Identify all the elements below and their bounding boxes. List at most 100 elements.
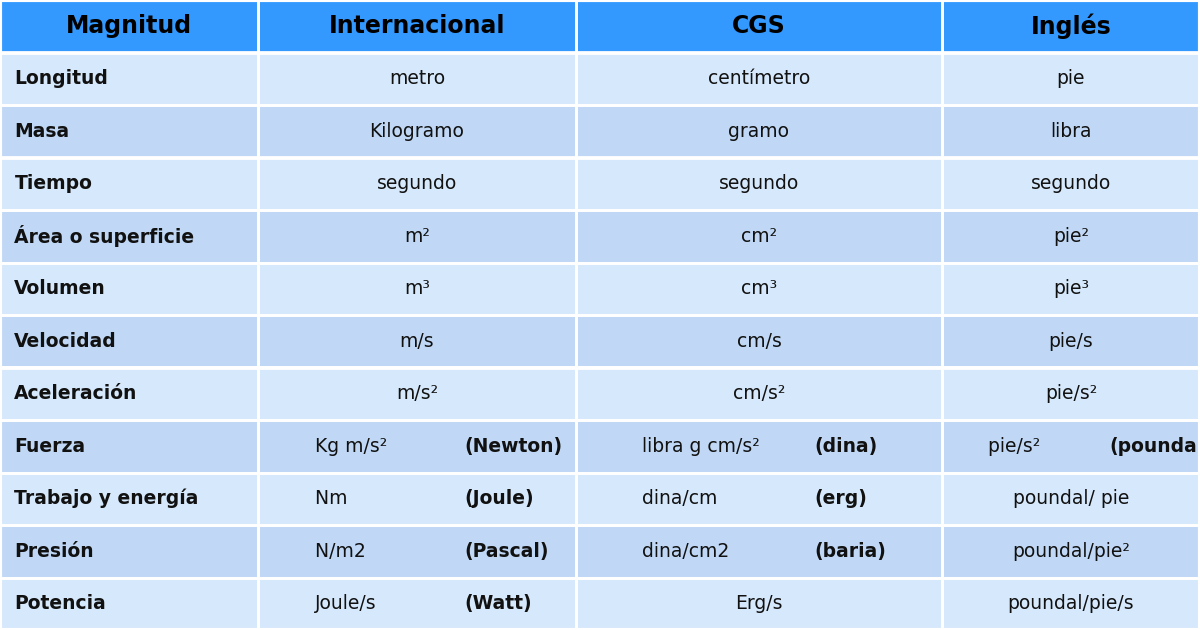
Text: (Newton): (Newton) [464, 437, 563, 455]
Text: Nm: Nm [316, 490, 396, 508]
Text: centímetro: centímetro [708, 69, 810, 88]
Bar [258, 263, 576, 315]
Text: cm²: cm² [740, 227, 778, 246]
Bar [942, 315, 1200, 367]
Text: Magnitud: Magnitud [66, 14, 192, 38]
Text: Volumen: Volumen [14, 279, 106, 298]
Bar [942, 367, 1200, 420]
Bar [942, 52, 1200, 105]
Bar [942, 525, 1200, 578]
Text: gramo: gramo [728, 122, 790, 140]
Bar [258, 578, 576, 630]
Text: Longitud: Longitud [14, 69, 108, 88]
Text: Velocidad: Velocidad [14, 332, 118, 351]
Text: pie: pie [1057, 69, 1085, 88]
Bar [258, 525, 576, 578]
Bar [258, 0, 576, 52]
Text: N/m2: N/m2 [316, 542, 402, 561]
Bar [942, 0, 1200, 52]
Text: Masa: Masa [14, 122, 70, 140]
Text: Kilogramo: Kilogramo [370, 122, 464, 140]
Text: poundal/pie/s: poundal/pie/s [1008, 594, 1134, 613]
Text: libra: libra [1050, 122, 1092, 140]
Text: cm³: cm³ [740, 279, 778, 298]
Bar [576, 52, 942, 105]
Text: Inglés: Inglés [1031, 13, 1111, 39]
Bar [576, 315, 942, 367]
Bar [576, 158, 942, 210]
Bar [0, 472, 258, 525]
Text: Potencia: Potencia [14, 594, 106, 613]
Bar [576, 578, 942, 630]
Bar [942, 420, 1200, 472]
Text: segundo: segundo [377, 175, 457, 193]
Text: (Joule): (Joule) [464, 490, 534, 508]
Bar [0, 158, 258, 210]
Text: cm/s²: cm/s² [733, 384, 785, 403]
Text: pie³: pie³ [1052, 279, 1090, 298]
Text: pie/s²: pie/s² [989, 437, 1058, 455]
Bar [576, 367, 942, 420]
Text: Trabajo y energía: Trabajo y energía [14, 489, 199, 508]
Bar [0, 367, 258, 420]
Bar [942, 578, 1200, 630]
Bar [258, 315, 576, 367]
Bar [258, 52, 576, 105]
Text: pie/s²: pie/s² [1045, 384, 1097, 403]
Text: (poundal): (poundal) [1110, 437, 1200, 455]
Text: (baria): (baria) [814, 542, 886, 561]
Text: m/s: m/s [400, 332, 434, 351]
Text: pie/s: pie/s [1049, 332, 1093, 351]
Text: poundal/pie²: poundal/pie² [1012, 542, 1130, 561]
Text: Presión: Presión [14, 542, 94, 561]
Text: m²: m² [404, 227, 430, 246]
Bar [0, 52, 258, 105]
Text: Kg m/s²: Kg m/s² [316, 437, 400, 455]
Bar [258, 367, 576, 420]
Text: Fuerza: Fuerza [14, 437, 85, 455]
Bar [576, 472, 942, 525]
Text: dina/cm: dina/cm [642, 490, 754, 508]
Bar [258, 420, 576, 472]
Bar [258, 210, 576, 263]
Text: libra g cm/s²: libra g cm/s² [642, 437, 766, 455]
Text: m/s²: m/s² [396, 384, 438, 403]
Text: cm/s: cm/s [737, 332, 781, 351]
Bar [942, 472, 1200, 525]
Bar [0, 0, 258, 52]
Bar [0, 420, 258, 472]
Text: m³: m³ [404, 279, 430, 298]
Bar [942, 158, 1200, 210]
Bar [942, 105, 1200, 158]
Bar [576, 0, 942, 52]
Text: dina/cm2: dina/cm2 [642, 542, 748, 561]
Text: Tiempo: Tiempo [14, 175, 92, 193]
Text: (Watt): (Watt) [464, 594, 533, 613]
Bar [576, 263, 942, 315]
Bar [258, 472, 576, 525]
Text: (dina): (dina) [814, 437, 877, 455]
Bar [942, 263, 1200, 315]
Text: (erg): (erg) [814, 490, 866, 508]
Bar [576, 105, 942, 158]
Bar [0, 105, 258, 158]
Text: (Pascal): (Pascal) [464, 542, 550, 561]
Bar [258, 158, 576, 210]
Bar [0, 578, 258, 630]
Text: segundo: segundo [1031, 175, 1111, 193]
Bar [0, 315, 258, 367]
Bar [0, 210, 258, 263]
Text: Área o superficie: Área o superficie [14, 226, 194, 247]
Text: Aceleración: Aceleración [14, 384, 138, 403]
Text: Joule/s: Joule/s [316, 594, 401, 613]
Text: Erg/s: Erg/s [736, 594, 782, 613]
Bar [0, 263, 258, 315]
Text: segundo: segundo [719, 175, 799, 193]
Bar [576, 420, 942, 472]
Text: Internacional: Internacional [329, 14, 505, 38]
Bar [942, 210, 1200, 263]
Text: poundal/ pie: poundal/ pie [1013, 490, 1129, 508]
Text: CGS: CGS [732, 14, 786, 38]
Bar [576, 210, 942, 263]
Text: pie²: pie² [1054, 227, 1090, 246]
